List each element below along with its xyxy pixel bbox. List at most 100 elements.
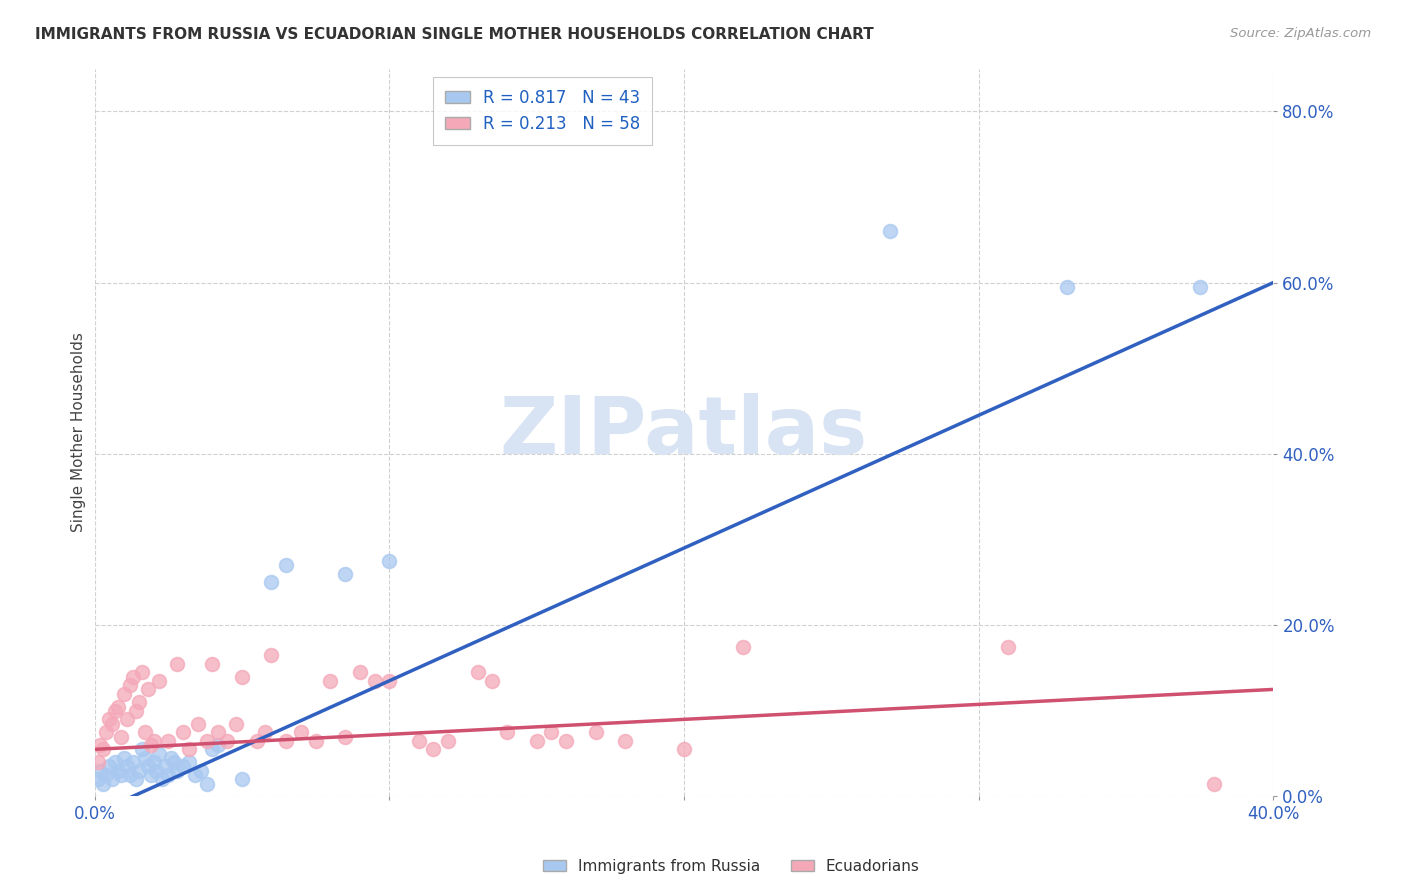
Point (131, 742, 153, 756)
Point (333, 566, 356, 581)
Point (148, 673, 170, 688)
Legend: Immigrants from Russia, Ecuadorians: Immigrants from Russia, Ecuadorians (537, 853, 925, 880)
Point (115, 759, 138, 773)
Point (496, 725, 519, 739)
Point (260, 648, 283, 662)
Text: IMMIGRANTS FROM RUSSIA VS ECUADORIAN SINGLE MOTHER HOUSEHOLDS CORRELATION CHART: IMMIGRANTS FROM RUSSIA VS ECUADORIAN SIN… (35, 27, 875, 42)
Point (104, 755, 127, 769)
Point (128, 764, 150, 778)
Point (148, 747, 170, 761)
Point (142, 755, 165, 769)
Point (172, 759, 194, 773)
Point (142, 733, 165, 747)
Point (177, 742, 200, 756)
Point (172, 725, 194, 739)
Point (128, 695, 150, 709)
Point (363, 673, 385, 688)
Point (112, 751, 135, 765)
Point (115, 712, 138, 726)
Point (150, 772, 173, 787)
Point (98, 759, 121, 773)
Legend: R = 0.817   N = 43, R = 0.213   N = 58: R = 0.817 N = 43, R = 0.213 N = 58 (433, 77, 652, 145)
Point (231, 772, 253, 787)
Point (731, 640, 754, 654)
Point (89, 738, 111, 752)
Point (89, 764, 111, 778)
Point (467, 665, 489, 680)
Point (160, 751, 183, 765)
Point (96, 725, 118, 739)
Point (177, 755, 200, 769)
Point (207, 738, 229, 752)
Point (166, 657, 188, 671)
Point (422, 742, 444, 756)
Point (207, 725, 229, 739)
Point (378, 673, 401, 688)
Point (246, 733, 269, 747)
Y-axis label: Single Mother Households: Single Mother Households (72, 333, 86, 533)
Point (157, 768, 180, 782)
Point (195, 733, 218, 747)
Point (225, 716, 247, 731)
Point (110, 768, 132, 782)
Point (437, 733, 460, 747)
Point (290, 725, 312, 739)
Point (304, 733, 326, 747)
Point (1204, 776, 1226, 790)
Point (195, 776, 218, 790)
Point (378, 554, 401, 568)
Point (98, 712, 121, 726)
Point (118, 768, 141, 782)
Point (155, 759, 177, 773)
Point (201, 742, 224, 756)
Point (139, 738, 162, 752)
Point (125, 704, 148, 718)
Point (122, 669, 145, 683)
Point (879, 224, 901, 238)
Point (672, 742, 695, 756)
Point (93, 776, 115, 790)
Point (104, 704, 127, 718)
Point (125, 772, 148, 787)
Text: ZIPatlas: ZIPatlas (499, 393, 868, 472)
Point (614, 733, 637, 747)
Point (1188, 280, 1211, 294)
Point (481, 673, 503, 688)
Point (131, 665, 153, 680)
Point (145, 764, 167, 778)
Point (585, 725, 607, 739)
Point (101, 716, 124, 731)
Point (260, 575, 283, 590)
Point (107, 764, 129, 778)
Point (134, 725, 156, 739)
Point (254, 725, 277, 739)
Point (157, 733, 180, 747)
Point (540, 725, 562, 739)
Point (96, 768, 118, 782)
Point (134, 751, 156, 765)
Point (349, 665, 371, 680)
Point (319, 673, 342, 688)
Point (163, 755, 186, 769)
Point (139, 768, 162, 782)
Text: Source: ZipAtlas.com: Source: ZipAtlas.com (1230, 27, 1371, 40)
Point (101, 772, 124, 787)
Point (86, 772, 108, 787)
Point (997, 640, 1019, 654)
Point (184, 768, 207, 782)
Point (526, 733, 548, 747)
Point (555, 733, 578, 747)
Point (201, 657, 224, 671)
Point (136, 759, 159, 773)
Point (190, 764, 212, 778)
Point (122, 755, 145, 769)
Point (1056, 280, 1078, 294)
Point (136, 682, 159, 697)
Point (187, 716, 209, 731)
Point (166, 764, 188, 778)
Point (86, 755, 108, 769)
Point (93, 742, 115, 756)
Point (333, 730, 356, 744)
Point (231, 669, 253, 683)
Point (112, 687, 135, 701)
